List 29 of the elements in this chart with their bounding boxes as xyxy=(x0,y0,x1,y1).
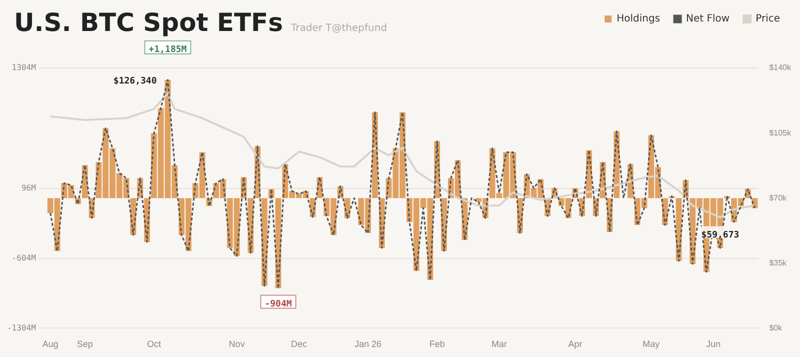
x-tick-label: Jan 26 xyxy=(354,339,382,350)
legend-label: Price xyxy=(756,14,780,25)
legend-label: Net Flow xyxy=(686,14,730,25)
x-tick-label: Dec xyxy=(290,339,308,350)
legend-label: Holdings xyxy=(616,14,660,25)
y2-tick-label: $105k xyxy=(769,128,792,138)
chart-title: U.S. BTC Spot ETFs xyxy=(14,8,283,37)
y-tick-label: 1304M xyxy=(12,63,36,72)
annotation: $126,340 xyxy=(113,76,157,87)
x-tick-label: Feb xyxy=(429,339,445,350)
y-tick-label: -604M xyxy=(12,253,36,262)
x-tick-label: Jun xyxy=(706,339,721,350)
annotation: -904M xyxy=(264,300,292,310)
y2-tick-label: $70k xyxy=(769,193,788,202)
x-tick-label: Apr xyxy=(568,339,582,350)
x-tick-label: Sep xyxy=(76,339,93,350)
x-tick-label: May xyxy=(642,339,660,350)
x-tick-label: Oct xyxy=(146,339,162,350)
y-tick-label: -1304M xyxy=(6,323,36,332)
annotation: +1,185M xyxy=(148,45,188,56)
x-tick-label: Mar xyxy=(491,339,507,350)
annotation: $59,673 xyxy=(701,230,740,241)
chart-subtitle: Trader T@thepfund xyxy=(290,23,388,34)
y2-tick-label: $35k xyxy=(769,258,788,268)
x-tick-label: Aug xyxy=(42,339,58,350)
y2-tick-label: $140k xyxy=(769,63,792,72)
y-tick-label: 96M xyxy=(21,184,36,193)
y2-tick-label: $0k xyxy=(769,323,784,332)
x-tick-label: Nov xyxy=(228,339,246,350)
